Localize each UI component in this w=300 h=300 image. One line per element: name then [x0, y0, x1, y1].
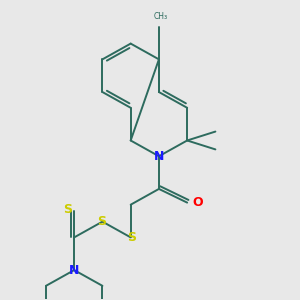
Text: CH₃: CH₃	[153, 12, 167, 21]
Text: O: O	[193, 196, 203, 209]
Text: N: N	[154, 150, 164, 163]
Text: S: S	[97, 214, 106, 227]
Text: S: S	[127, 232, 136, 244]
Text: N: N	[69, 264, 80, 277]
Text: S: S	[63, 202, 72, 216]
